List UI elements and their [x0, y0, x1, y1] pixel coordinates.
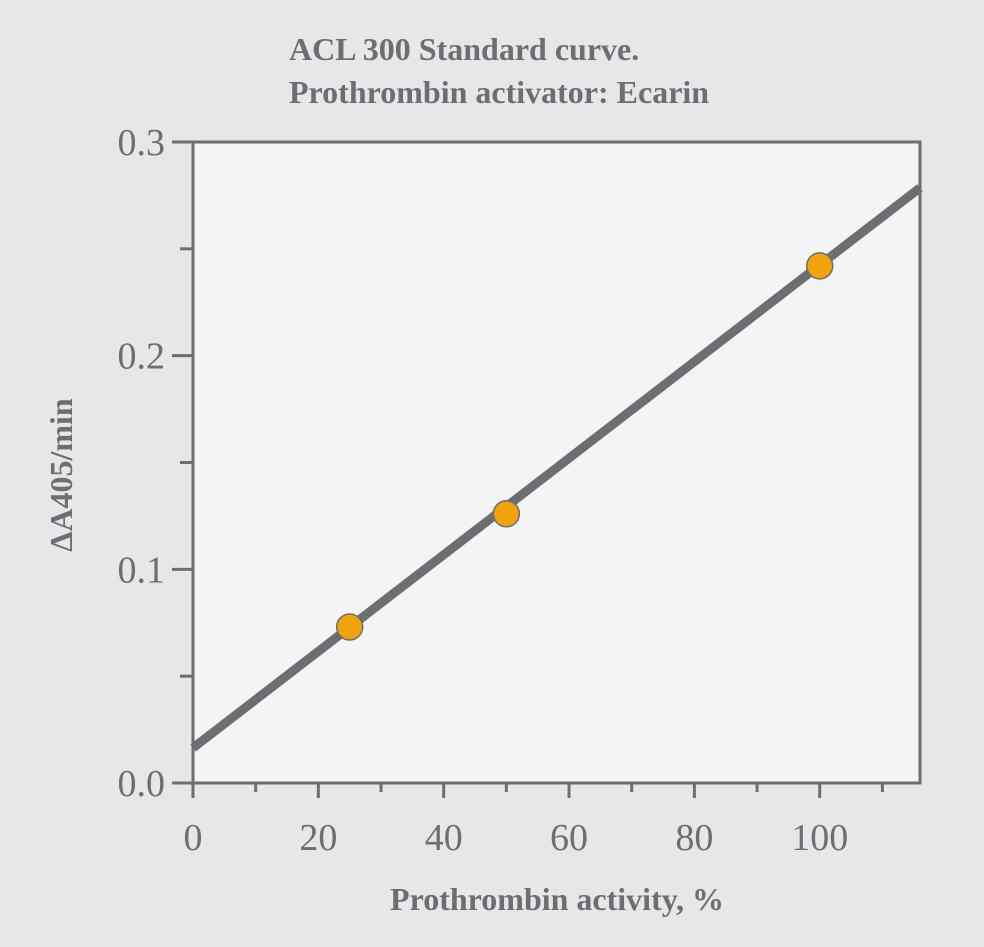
x-tick-label: 20 — [299, 817, 337, 859]
y-tick-label: 0.0 — [118, 763, 166, 805]
chart-title-line-1: ACL 300 Standard curve. — [289, 31, 639, 67]
fit-line — [190, 184, 923, 752]
y-axis-label: ΔA405/min — [43, 398, 79, 552]
data-point — [492, 500, 521, 528]
y-tick-label: 0.1 — [118, 549, 166, 591]
x-tick-label: 100 — [791, 817, 848, 859]
x-tick-label: 60 — [550, 817, 588, 859]
x-tick-label: 80 — [675, 817, 713, 859]
data-point — [335, 613, 364, 641]
y-tick-label: 0.3 — [118, 122, 166, 164]
x-tick-label: 0 — [184, 817, 203, 859]
data-point — [805, 252, 834, 280]
x-tick-label: 40 — [425, 817, 463, 859]
chart-title-line-2: Prothrombin activator: Ecarin — [289, 74, 709, 110]
x-axis-label: Prothrombin activity, % — [390, 881, 724, 917]
y-tick-label: 0.2 — [118, 336, 166, 378]
